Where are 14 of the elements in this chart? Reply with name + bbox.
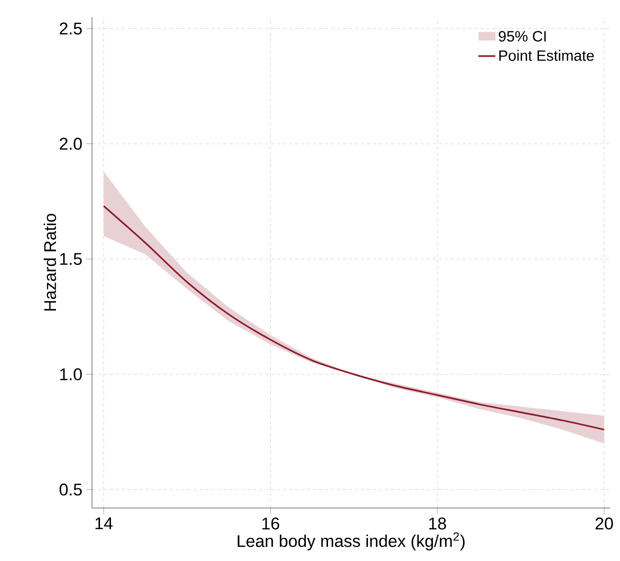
y-tick-label: 0.5	[60, 484, 82, 496]
line-series	[102, 205, 605, 430]
x-tick-label: 16	[262, 518, 280, 530]
y-tick-label: 2.5	[60, 22, 82, 35]
x-tick-label: 14	[96, 518, 113, 530]
y-tick-label: 1.0	[60, 368, 82, 380]
annotation: 95% CI	[498, 31, 546, 42]
x-axis-title: Lean body mass index (kg/m$^{2}$)	[238, 532, 465, 550]
y-tick-label: 2.0	[60, 138, 82, 150]
x-tick-label: 18	[429, 518, 446, 530]
x-tick-label: 20	[596, 518, 613, 530]
legend-label: Point Estimate	[499, 50, 594, 61]
y-tick-label: 1.5	[60, 253, 82, 265]
y-axis-title: Hazard Ratio	[44, 214, 56, 311]
